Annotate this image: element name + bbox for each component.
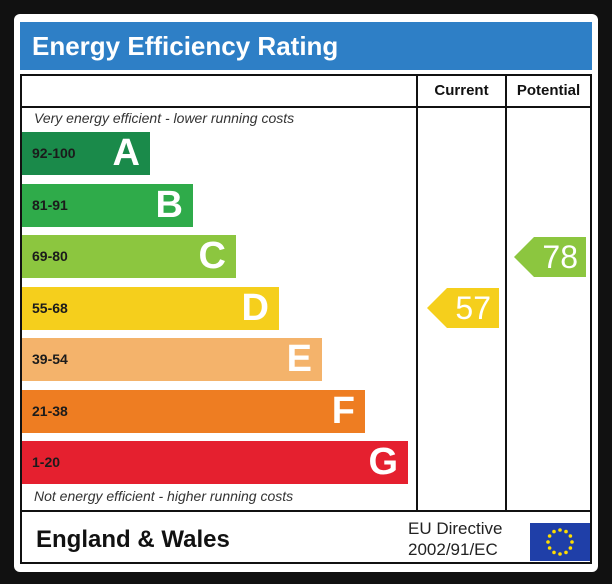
rating-frame: Current Potential Very energy efficient … <box>20 74 592 564</box>
eu-star <box>570 540 574 544</box>
band-e: 39-54 E <box>22 338 322 381</box>
eu-star <box>552 529 556 534</box>
directive-line1: EU Directive <box>408 519 503 538</box>
band-letter: E <box>286 338 312 380</box>
band-b: 81-91 B <box>22 183 193 227</box>
band-a: 92-100 A <box>22 132 150 175</box>
eu-flag-icon <box>530 523 590 561</box>
column-potential: Potential <box>516 82 581 99</box>
directive-line2: 2002/91/EC <box>408 540 498 559</box>
band-range: 81-91 <box>32 196 68 213</box>
band-f: 21-38 F <box>22 389 365 433</box>
band-g: 1-20 G <box>22 441 408 484</box>
eu-directive: EU Directive 2002/91/EC <box>408 518 502 560</box>
band-letter: G <box>368 441 398 483</box>
eu-star <box>558 552 562 556</box>
band-range: 69-80 <box>32 248 68 264</box>
band-d: 55-68 D <box>22 286 279 330</box>
header-divider <box>22 106 590 108</box>
band-letter: C <box>198 235 226 277</box>
divider-potential <box>505 76 507 512</box>
chart-title: Energy Efficiency Rating <box>20 22 592 70</box>
epc-card: Energy Efficiency Rating Current Potenti… <box>14 14 598 572</box>
eu-star <box>568 546 573 550</box>
eu-star <box>564 550 568 555</box>
eu-star <box>552 550 556 555</box>
current-rating-arrow: 57 <box>427 288 499 328</box>
eu-star <box>568 534 573 538</box>
band-range: 92-100 <box>32 145 76 161</box>
band-letter: D <box>241 286 269 329</box>
current-rating-value: 57 <box>455 290 491 326</box>
band-range: 39-54 <box>32 351 68 367</box>
potential-rating-value: 78 <box>542 238 578 275</box>
band-letter: B <box>155 183 183 226</box>
footer-divider <box>22 510 590 512</box>
band-c: 69-80 C <box>22 235 236 278</box>
eu-star <box>546 540 550 544</box>
note-bottom: Not energy efficient - higher running co… <box>34 488 294 504</box>
current-arrow-shape <box>427 288 499 328</box>
potential-arrow-shape <box>514 236 586 277</box>
divider-current <box>416 76 418 512</box>
band-range: 21-38 <box>32 402 68 419</box>
band-letter: A <box>112 132 140 174</box>
eu-star <box>564 529 568 534</box>
column-current: Current <box>434 82 489 99</box>
band-range: 55-68 <box>32 299 68 316</box>
eu-star <box>547 534 552 538</box>
eu-star <box>547 546 552 550</box>
potential-rating-arrow: 78 <box>514 236 586 277</box>
note-top: Very energy efficient - lower running co… <box>34 110 295 126</box>
eu-star <box>558 528 562 532</box>
band-letter: F <box>331 389 355 432</box>
band-range: 1-20 <box>32 454 61 470</box>
region-label: England & Wales <box>36 526 230 553</box>
